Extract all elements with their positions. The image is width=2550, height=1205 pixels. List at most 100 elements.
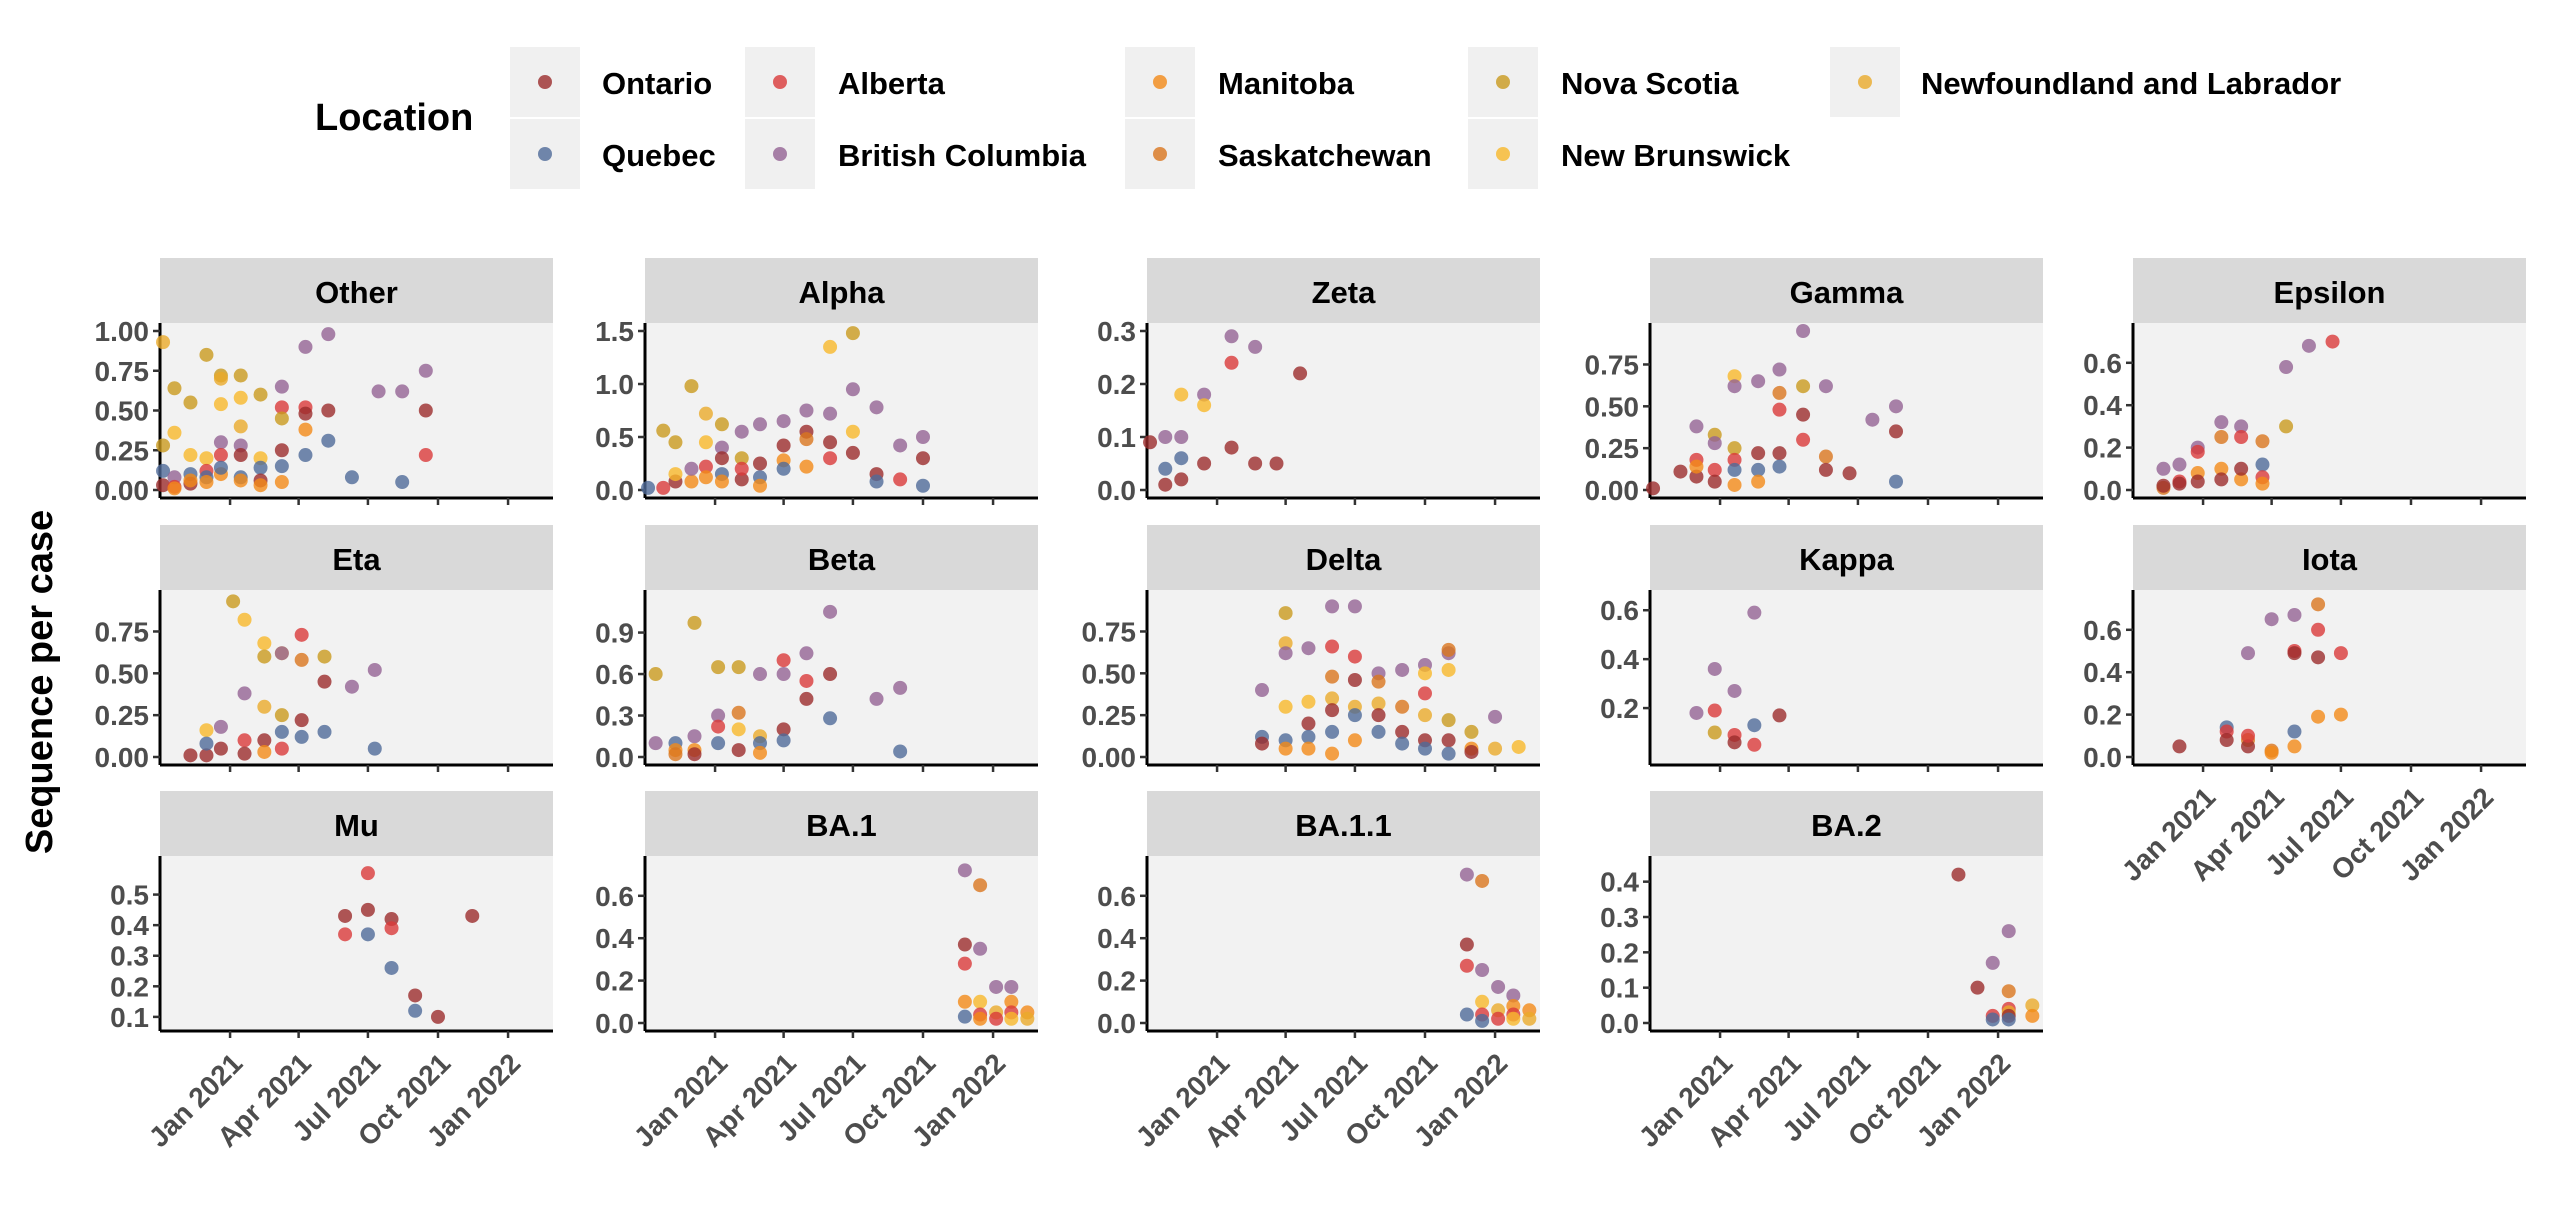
point-alberta [1491, 1011, 1506, 1026]
point-british-columbia [1459, 867, 1474, 882]
point-british-columbia [1224, 329, 1239, 344]
point-british-columbia [753, 417, 768, 432]
point-ontario [1371, 708, 1386, 723]
legend-label: Quebec [602, 138, 716, 173]
point-newfoundland-and-labrador [698, 406, 713, 421]
point-quebec [321, 433, 336, 448]
point-saskatchewan [2255, 434, 2270, 449]
point-ontario [1727, 735, 1742, 750]
point-british-columbia [1004, 979, 1019, 994]
panel-delta: Delta 0.00 0.25 0.50 0.75 [1082, 525, 1540, 773]
point-quebec [1441, 746, 1456, 761]
point-manitoba [1751, 474, 1766, 489]
panel-points [156, 327, 433, 496]
point-saskatchewan [1441, 642, 1456, 657]
point-british-columbia [957, 863, 972, 878]
point-alberta [213, 448, 228, 463]
point-nova-scotia [1707, 725, 1722, 740]
point-saskatchewan [2214, 430, 2229, 444]
point-british-columbia [1197, 387, 1212, 402]
point-alberta [1224, 355, 1239, 370]
y-tick-label: 0.5 [110, 880, 149, 911]
point-newfoundland-and-labrador [156, 335, 171, 350]
panel-points [957, 863, 1035, 1026]
legend-item-newfoundland-and-labrador: Newfoundland and Labrador [1830, 47, 2341, 117]
y-tick-label: 0.25 [95, 700, 150, 731]
point-manitoba [1727, 477, 1742, 492]
point-alberta [1325, 639, 1340, 654]
legend-label: Saskatchewan [1218, 138, 1432, 173]
legend-item-alberta: Alberta [745, 47, 946, 117]
panel-title: Epsilon [2274, 275, 2386, 310]
point-british-columbia [1255, 683, 1270, 698]
point-ontario [2172, 739, 2187, 754]
point-ontario [1796, 407, 1811, 422]
y-tick-label: 0.75 [1082, 616, 1137, 647]
point-quebec [1747, 718, 1762, 733]
point-ontario [1224, 440, 1239, 455]
point-new-brunswick [1278, 699, 1293, 714]
point-manitoba [2234, 472, 2249, 487]
point-alberta [1707, 703, 1722, 718]
point-quebec [753, 736, 768, 751]
point-ontario [2287, 646, 2302, 661]
point-alberta [656, 480, 671, 495]
point-newfoundland-and-labrador [233, 419, 248, 434]
y-tick-label: 0.2 [1097, 966, 1136, 997]
panel-strip [160, 525, 553, 590]
point-ontario [2156, 478, 2171, 493]
point-british-columbia [2214, 415, 2229, 430]
point-british-columbia [869, 400, 884, 415]
panel-beta: Beta 0.0 0.3 0.6 0.9 [595, 525, 1038, 773]
point-manitoba [2264, 745, 2279, 760]
point-ontario [298, 406, 313, 421]
point-manitoba [753, 478, 768, 493]
point-manitoba [274, 475, 289, 490]
point-ontario [1158, 477, 1173, 492]
point-new-brunswick [1004, 1011, 1019, 1026]
legend-label: Ontario [602, 66, 712, 101]
point-newfoundland-and-labrador [1417, 708, 1432, 723]
point-quebec [1325, 724, 1340, 739]
point-manitoba [167, 481, 182, 496]
legend-key-dot [1496, 147, 1510, 161]
point-quebec [274, 724, 289, 739]
panel-strip [160, 791, 553, 856]
point-nova-scotia [1464, 724, 1479, 739]
y-tick-label: 0.50 [1082, 658, 1137, 689]
panel-background [2133, 590, 2526, 765]
y-tick-label: 0.4 [1097, 923, 1136, 954]
panel-eta: Eta 0.00 0.25 0.50 0.75 [95, 525, 553, 773]
panel-title: Kappa [1799, 542, 1895, 577]
point-british-columbia [274, 379, 289, 394]
panel-points [641, 326, 930, 495]
legend-label: Alberta [838, 66, 946, 101]
point-quebec [1475, 1013, 1490, 1028]
point-ontario [1951, 867, 1966, 882]
point-saskatchewan [2311, 597, 2326, 612]
point-new-brunswick [668, 467, 683, 482]
point-british-columbia [799, 646, 814, 661]
point-quebec [294, 729, 309, 744]
panel-points [338, 866, 480, 1024]
point-quebec [344, 470, 359, 485]
point-alberta [776, 653, 791, 668]
point-ontario [2172, 476, 2187, 491]
point-manitoba [1689, 459, 1704, 474]
point-ontario [1707, 474, 1722, 489]
point-british-columbia [1158, 430, 1173, 444]
point-quebec [1301, 729, 1316, 744]
point-alberta [2311, 622, 2326, 637]
point-alberta [274, 741, 289, 756]
point-nova-scotia [734, 451, 749, 466]
point-nova-scotia [731, 660, 746, 675]
legend-key-dot [1858, 75, 1872, 89]
panel-title: Alpha [798, 275, 885, 310]
point-nova-scotia [648, 667, 663, 682]
point-british-columbia [367, 662, 382, 677]
point-quebec [641, 480, 656, 495]
legend-label: Nova Scotia [1561, 66, 1739, 101]
point-ontario [317, 674, 332, 689]
point-ontario [274, 443, 289, 458]
panel-title: Mu [334, 808, 379, 843]
